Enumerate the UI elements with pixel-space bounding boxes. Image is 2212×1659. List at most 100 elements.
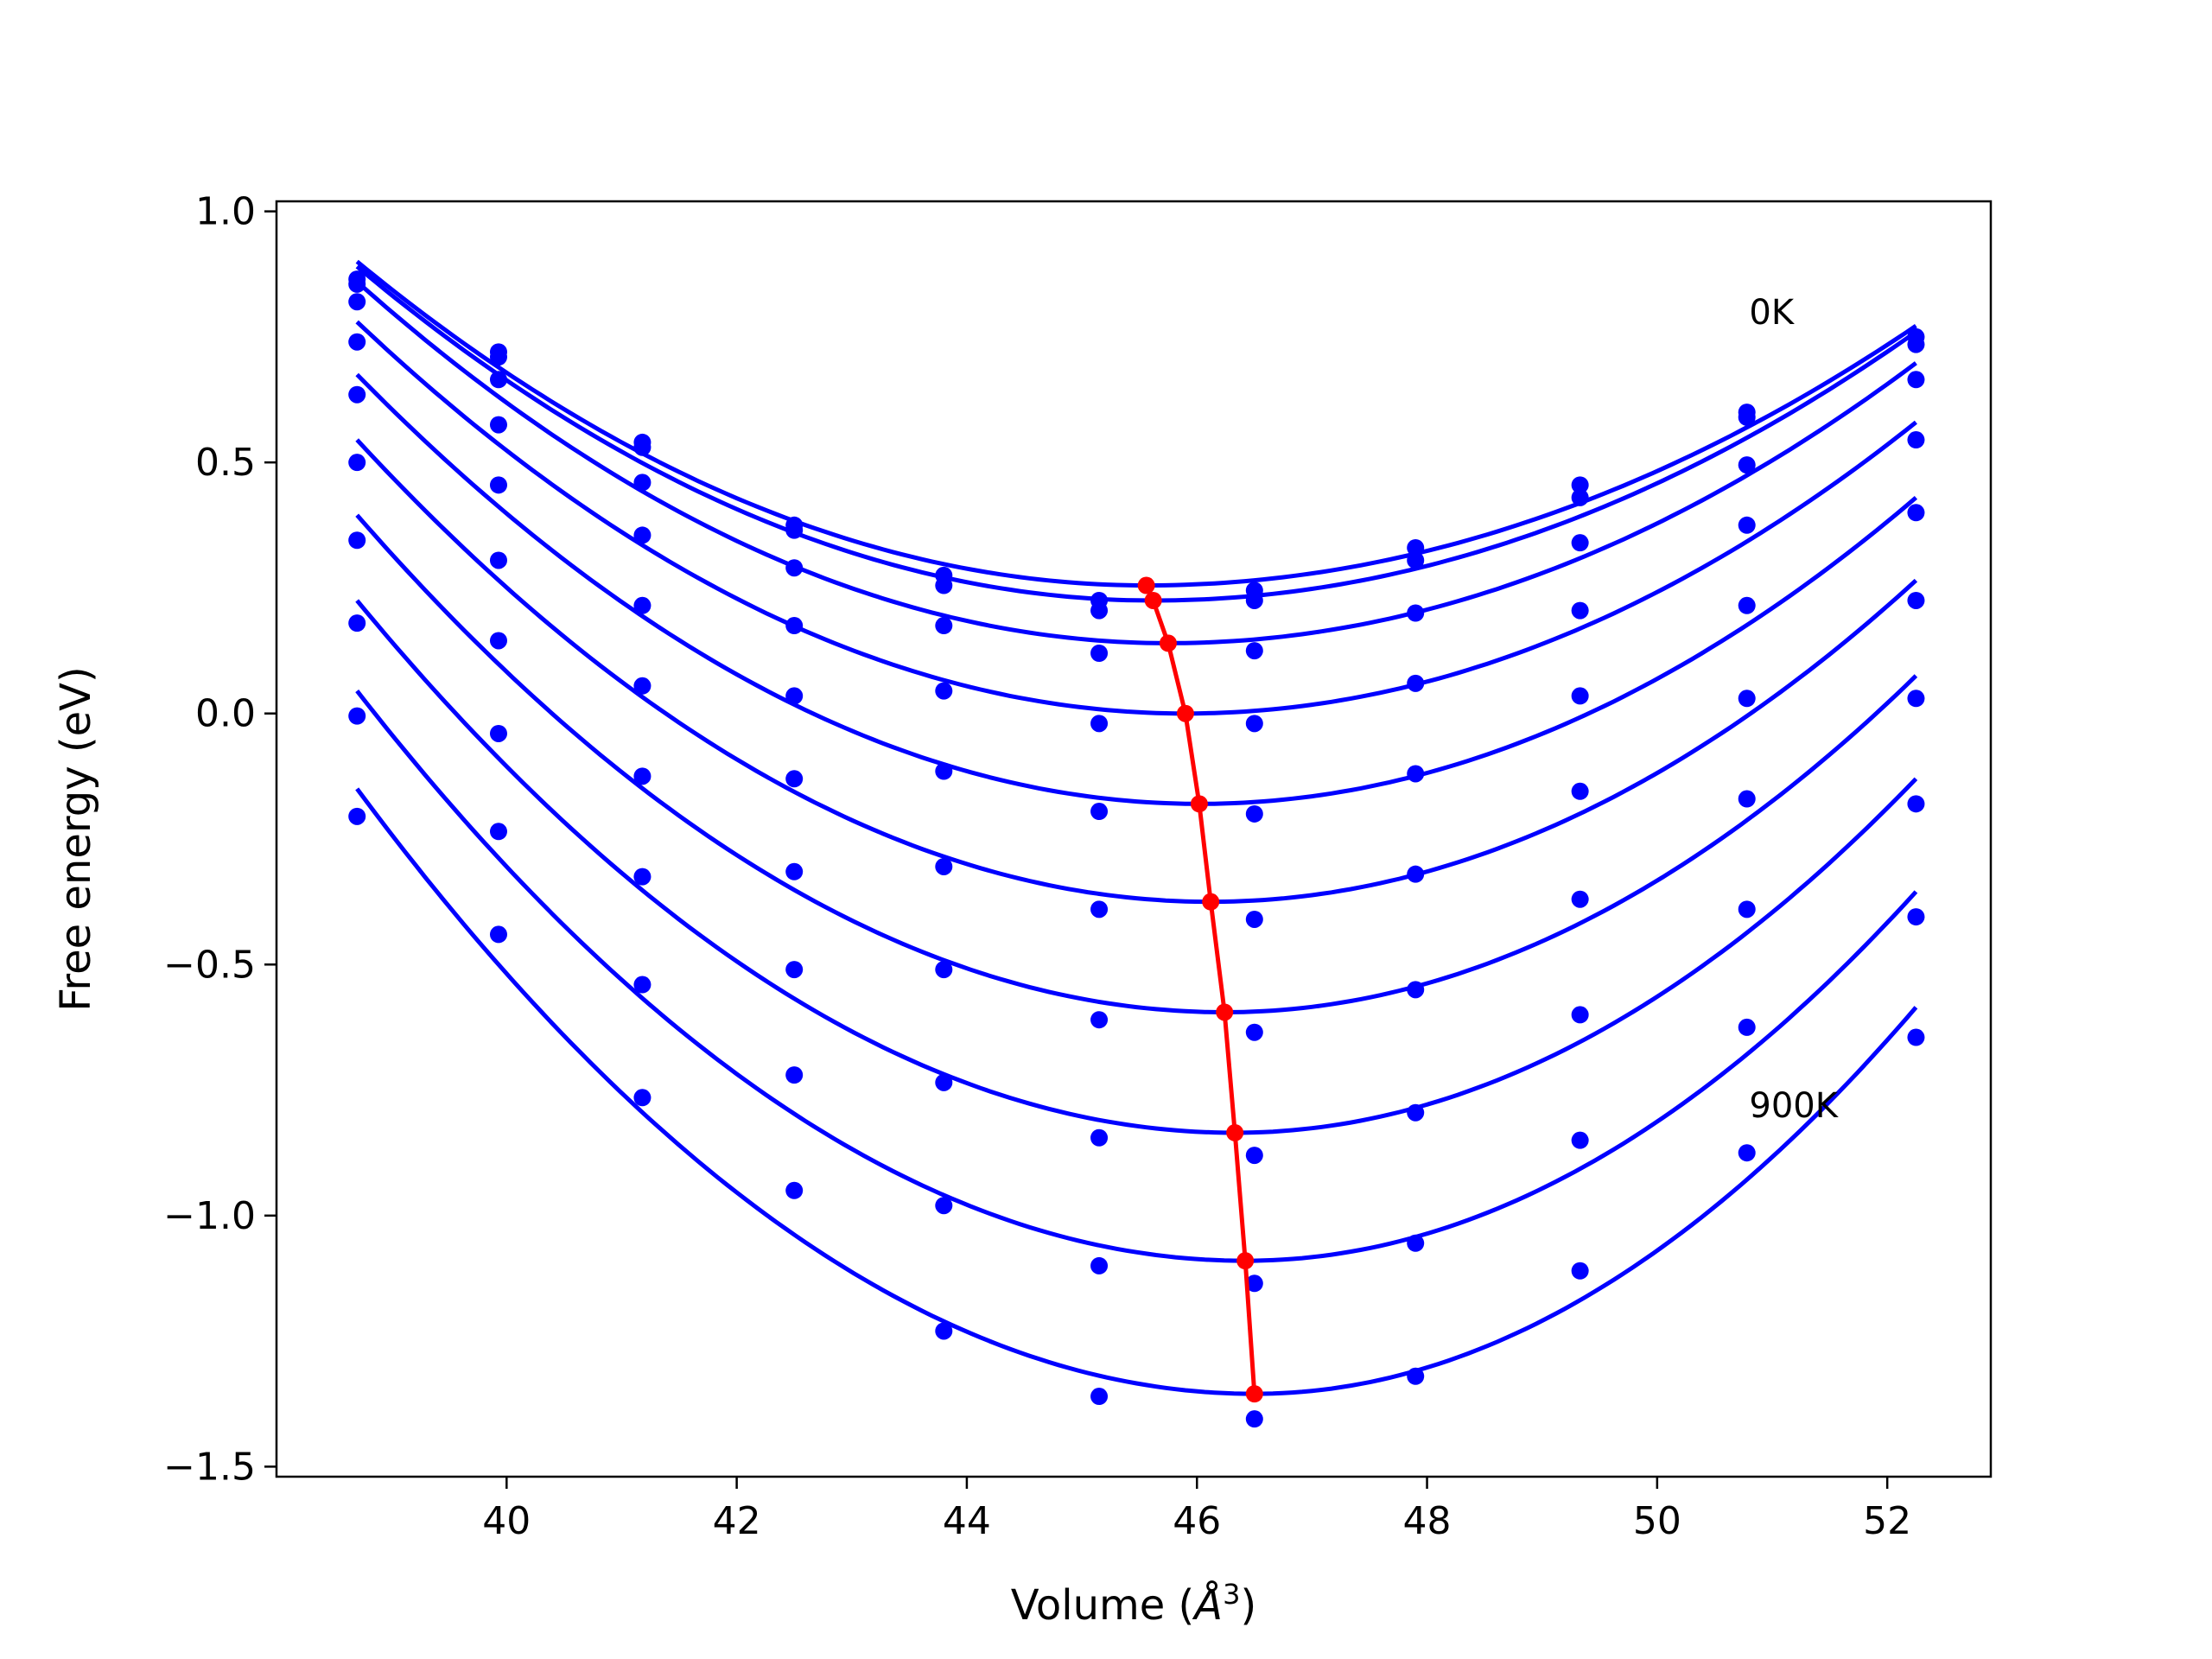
minimum-point [1137, 576, 1155, 594]
data-point [785, 521, 804, 539]
data-point [1407, 604, 1425, 622]
fit-curve-3 [355, 280, 1917, 645]
data-point [348, 614, 366, 632]
data-point [1090, 1388, 1109, 1406]
data-point [935, 1197, 953, 1215]
data-point [1571, 1262, 1589, 1280]
minima-layer [1137, 576, 1263, 1403]
data-point [1571, 687, 1589, 705]
x-axis-label-symbol: Å [1192, 1580, 1223, 1630]
x-tick-label: 46 [1173, 1499, 1221, 1543]
data-point [489, 724, 507, 742]
data-point [1907, 504, 1925, 522]
data-point [1738, 516, 1756, 534]
data-point [633, 767, 652, 785]
data-point [1245, 591, 1263, 609]
data-point [785, 617, 804, 635]
data-point [489, 476, 507, 494]
fit-curve-7 [355, 513, 1918, 1015]
data-point [1738, 790, 1756, 808]
minimum-point [1144, 591, 1162, 609]
fit-curve-4 [355, 320, 1917, 716]
data-point [935, 961, 953, 979]
x-axis-label: Volume (Å3) [1011, 1578, 1256, 1630]
data-point [1738, 408, 1756, 426]
minimum-point [1202, 893, 1220, 911]
data-point [1907, 908, 1925, 926]
data-point [935, 857, 953, 875]
data-point [935, 1322, 953, 1340]
data-point [1571, 488, 1589, 506]
data-point [633, 677, 652, 695]
data-point [1907, 591, 1925, 609]
data-point [1738, 1144, 1756, 1162]
data-point [1571, 890, 1589, 908]
fit-curve-5 [355, 372, 1918, 806]
data-point [348, 293, 366, 311]
data-point [785, 770, 804, 788]
y-axis-label: Free energy (eV) [52, 666, 100, 1011]
data-point [1907, 431, 1925, 449]
data-point [935, 682, 953, 700]
data-point [1571, 601, 1589, 620]
data-point [489, 632, 507, 650]
data-point [1245, 1023, 1263, 1041]
data-point [1907, 371, 1925, 389]
y-tick-label: −1.0 [163, 1194, 256, 1238]
fit-curve-1 [355, 259, 1917, 588]
data-point [1571, 476, 1589, 494]
annotations: 0K 900K [1749, 293, 1839, 1126]
fit-curve-10 [355, 787, 1918, 1396]
data-point [633, 1089, 652, 1107]
data-point [489, 925, 507, 944]
data-point [1245, 642, 1263, 660]
y-tick-label: −1.5 [163, 1445, 256, 1489]
data-point [1571, 1006, 1589, 1024]
data-point [1090, 715, 1109, 733]
data-point [1407, 538, 1425, 556]
data-point [1090, 644, 1109, 662]
data-point [1090, 601, 1109, 620]
minimum-energy-line [1144, 584, 1257, 1395]
series-layer [348, 259, 1925, 1428]
data-point [1090, 1011, 1109, 1029]
data-point [785, 559, 804, 577]
y-tick-label: 0.0 [195, 692, 256, 736]
data-point [785, 862, 804, 880]
data-point [1245, 1410, 1263, 1428]
x-axis: 40 42 44 46 48 50 52 [482, 1477, 1911, 1543]
data-point [1907, 795, 1925, 813]
data-point [785, 961, 804, 979]
data-point [1738, 1018, 1756, 1036]
data-point [785, 1066, 804, 1084]
fit-curve-6 [355, 438, 1918, 905]
annotation-label: 900K [1749, 1086, 1839, 1126]
data-point [348, 385, 366, 404]
data-point [633, 596, 652, 614]
data-point [935, 576, 953, 594]
data-point [785, 687, 804, 705]
data-point [1907, 1028, 1925, 1046]
data-point [348, 531, 366, 550]
data-point [348, 454, 366, 472]
data-point [348, 807, 366, 825]
data-point [785, 1181, 804, 1199]
data-point [1245, 1147, 1263, 1165]
fit-curve-9 [355, 690, 1918, 1263]
data-point [1738, 690, 1756, 708]
y-tick-label: 0.5 [195, 441, 256, 485]
data-point [1407, 981, 1425, 999]
data-point [935, 617, 953, 635]
data-point [1571, 782, 1589, 800]
data-point [1407, 674, 1425, 692]
data-point [633, 868, 652, 886]
data-point [1407, 765, 1425, 783]
data-point [1407, 551, 1425, 569]
x-tick-label: 52 [1863, 1499, 1911, 1543]
data-point [1245, 715, 1263, 733]
data-point [1090, 803, 1109, 821]
minimum-point [1236, 1252, 1255, 1270]
data-point [489, 416, 507, 434]
data-point [489, 823, 507, 841]
